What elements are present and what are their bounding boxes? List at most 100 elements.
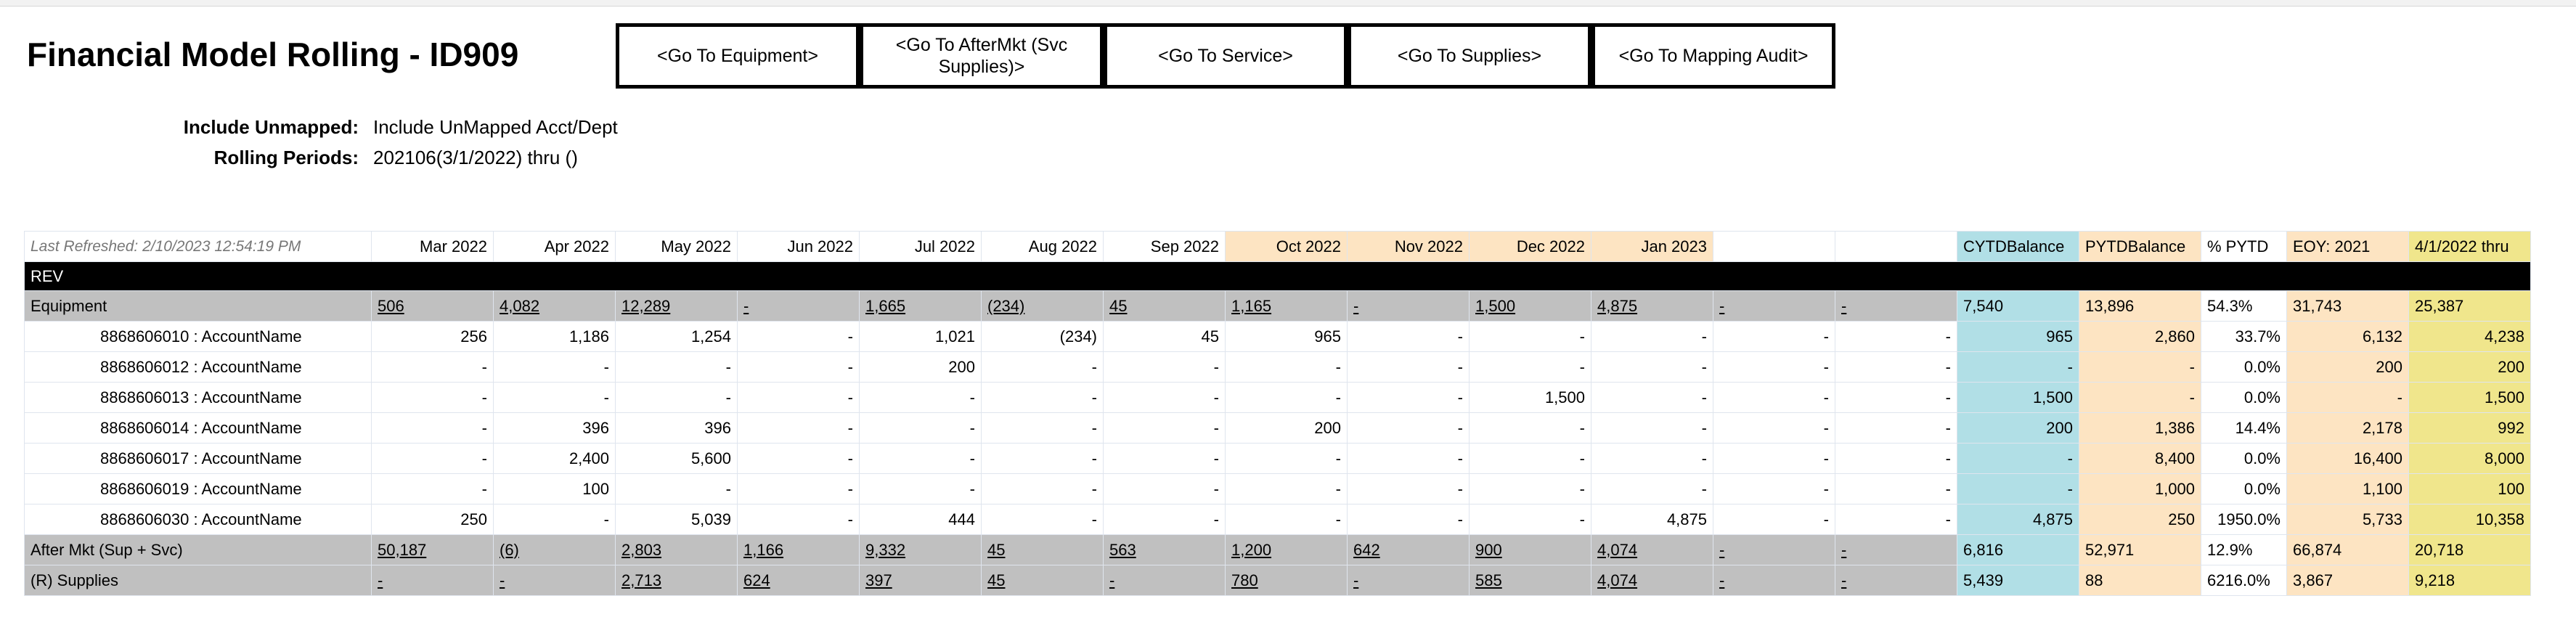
month-value-cell: - bbox=[1225, 473, 1348, 504]
month-value-cell: - bbox=[1713, 504, 1835, 535]
account-row: 8868606013 : AccountName - - - - - - - - -1,500- -… bbox=[24, 382, 2531, 413]
go-to-supplies-button[interactable]: <Go To Supplies> bbox=[1348, 23, 1591, 89]
go-to-service-button[interactable]: <Go To Service> bbox=[1104, 23, 1348, 89]
pct-pytd-cell: 0.0% bbox=[2201, 382, 2287, 413]
month-value-cell: - bbox=[1835, 382, 1957, 413]
month-value-cell[interactable]: 50,187 bbox=[371, 534, 494, 565]
month-value-cell[interactable]: 1,166 bbox=[737, 534, 860, 565]
go-to-equipment-button[interactable]: <Go To Equipment> bbox=[616, 23, 860, 89]
month-value-cell[interactable]: 624 bbox=[737, 565, 860, 596]
rolling-cell: 992 bbox=[2408, 412, 2531, 444]
month-value-cell: 200 bbox=[1225, 412, 1348, 444]
month-value-cell[interactable]: - bbox=[1835, 534, 1957, 565]
month-value-cell: - bbox=[493, 351, 616, 383]
month-value-cell: - bbox=[493, 382, 616, 413]
group-row[interactable]: After Mkt (Sup + Svc) 50,187 (6) 2,803 1,166… bbox=[24, 534, 2531, 565]
month-value-cell[interactable]: 563 bbox=[1103, 534, 1226, 565]
month-value-cell[interactable]: (6) bbox=[493, 534, 616, 565]
month-value-cell[interactable]: - bbox=[1835, 565, 1957, 596]
row-label: 8868606030 : AccountName bbox=[24, 504, 372, 535]
month-value-cell[interactable]: 45 bbox=[981, 565, 1104, 596]
month-value-cell[interactable]: - bbox=[493, 565, 616, 596]
month-value-cell[interactable]: 45 bbox=[981, 534, 1104, 565]
month-value-cell[interactable]: 4,875 bbox=[1591, 290, 1713, 322]
month-value-cell: - bbox=[1591, 412, 1713, 444]
month-value-cell: - bbox=[1469, 504, 1591, 535]
month-value-cell[interactable]: 4,074 bbox=[1591, 534, 1713, 565]
month-value-cell: - bbox=[371, 382, 494, 413]
month-value-cell: 45 bbox=[1103, 321, 1226, 352]
month-value-cell: 256 bbox=[371, 321, 494, 352]
month-value-cell[interactable]: 585 bbox=[1469, 565, 1591, 596]
rolling-cell: 100 bbox=[2408, 473, 2531, 504]
pct-pytd-cell: 54.3% bbox=[2201, 290, 2287, 322]
month-value-cell: - bbox=[615, 473, 738, 504]
row-label: (R) Supplies bbox=[24, 565, 372, 596]
month-value-cell: - bbox=[1591, 473, 1713, 504]
month-value-cell[interactable]: - bbox=[371, 565, 494, 596]
month-value-cell: - bbox=[1835, 504, 1957, 535]
month-value-cell: 396 bbox=[615, 412, 738, 444]
page-title: Financial Model Rolling - ID909 bbox=[27, 36, 519, 73]
cytd-balance-cell: - bbox=[1957, 351, 2079, 383]
month-value-cell[interactable]: - bbox=[1103, 565, 1226, 596]
month-value-cell: - bbox=[1347, 443, 1470, 474]
group-row[interactable]: (R) Supplies - -2,713 624 397 45-780-585 4,074… bbox=[24, 565, 2531, 596]
month-value-cell: - bbox=[1713, 412, 1835, 444]
month-value-cell[interactable]: 900 bbox=[1469, 534, 1591, 565]
month-value-cell[interactable]: (234) bbox=[981, 290, 1104, 322]
month-value-cell: - bbox=[371, 351, 494, 383]
month-value-cell: 100 bbox=[493, 473, 616, 504]
month-value-cell: 2,400 bbox=[493, 443, 616, 474]
month-value-cell[interactable]: 1,665 bbox=[859, 290, 982, 322]
month-value-cell: 4,875 bbox=[1591, 504, 1713, 535]
go-to-aftermkt-button[interactable]: <Go To AfterMkt (Svc Supplies)> bbox=[860, 23, 1104, 89]
month-value-cell[interactable]: - bbox=[1347, 290, 1470, 322]
month-value-cell[interactable]: - bbox=[1713, 534, 1835, 565]
month-value-cell: - bbox=[1835, 321, 1957, 352]
month-value-cell[interactable]: - bbox=[1835, 290, 1957, 322]
month-header: May 2022 bbox=[615, 231, 738, 262]
eoy-cell: 16,400 bbox=[2286, 443, 2409, 474]
month-value-cell: - bbox=[1347, 351, 1470, 383]
month-value-cell: - bbox=[1225, 504, 1348, 535]
month-value-cell[interactable]: 4,082 bbox=[493, 290, 616, 322]
month-value-cell[interactable]: 45 bbox=[1103, 290, 1226, 322]
cytd-balance-header: CYTDBalance bbox=[1957, 231, 2079, 262]
month-value-cell: - bbox=[981, 473, 1104, 504]
month-value-cell[interactable]: - bbox=[1713, 565, 1835, 596]
month-value-cell[interactable]: 12,289 bbox=[615, 290, 738, 322]
month-value-cell[interactable]: 2,713 bbox=[615, 565, 738, 596]
month-value-cell[interactable]: - bbox=[737, 290, 860, 322]
month-value-cell: - bbox=[737, 382, 860, 413]
go-to-mapping-audit-button[interactable]: <Go To Mapping Audit> bbox=[1591, 23, 1835, 89]
month-value-cell[interactable]: 1,500 bbox=[1469, 290, 1591, 322]
month-value-cell[interactable]: 1,200 bbox=[1225, 534, 1348, 565]
month-value-cell[interactable]: 642 bbox=[1347, 534, 1470, 565]
month-header: Jan 2023 bbox=[1591, 231, 1713, 262]
account-row: 8868606030 : AccountName 250-5,039-444- - -… bbox=[24, 504, 2531, 535]
month-value-cell[interactable]: - bbox=[1347, 565, 1470, 596]
month-value-cell: - bbox=[1347, 321, 1470, 352]
month-value-cell: - bbox=[1347, 382, 1470, 413]
month-header: Jun 2022 bbox=[737, 231, 860, 262]
group-row[interactable]: Equipment 506 4,082 12,289-1,665 (234) 45 1,16… bbox=[24, 290, 2531, 322]
rolling-cell: 25,387 bbox=[2408, 290, 2531, 322]
header-row: Last Refreshed: 2/10/2023 12:54:19 PM Ma… bbox=[24, 231, 2531, 262]
month-value-cell[interactable]: 780 bbox=[1225, 565, 1348, 596]
month-value-cell: 396 bbox=[493, 412, 616, 444]
month-value-cell: - bbox=[1469, 321, 1591, 352]
month-value-cell[interactable]: - bbox=[1713, 290, 1835, 322]
month-value-cell: - bbox=[1591, 382, 1713, 413]
month-value-cell: - bbox=[1347, 412, 1470, 444]
month-value-cell[interactable]: 506 bbox=[371, 290, 494, 322]
month-value-cell[interactable]: 9,332 bbox=[859, 534, 982, 565]
month-value-cell[interactable]: 4,074 bbox=[1591, 565, 1713, 596]
month-value-cell: - bbox=[1103, 412, 1226, 444]
month-value-cell[interactable]: 397 bbox=[859, 565, 982, 596]
row-label: 8868606010 : AccountName bbox=[24, 321, 372, 352]
cytd-balance-cell: 7,540 bbox=[1957, 290, 2079, 322]
month-value-cell[interactable]: 2,803 bbox=[615, 534, 738, 565]
rolling-cell: 20,718 bbox=[2408, 534, 2531, 565]
month-value-cell[interactable]: 1,165 bbox=[1225, 290, 1348, 322]
